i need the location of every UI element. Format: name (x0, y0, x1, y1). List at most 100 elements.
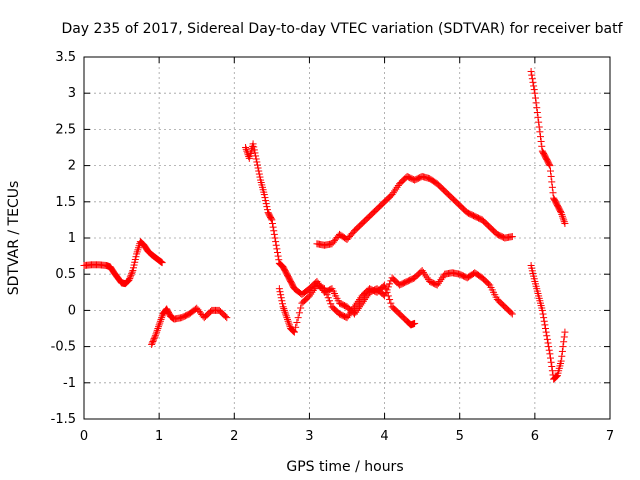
data-point (151, 333, 159, 341)
data-point (290, 328, 298, 336)
data-point (263, 203, 271, 211)
data-point (438, 274, 446, 282)
data-point (549, 189, 557, 197)
data-point (268, 220, 276, 228)
series-arc-6 (527, 67, 569, 228)
data-point (421, 270, 429, 278)
data-point (268, 216, 276, 224)
data-point (353, 299, 361, 307)
data-point (436, 277, 444, 285)
data-point (343, 314, 351, 322)
data-point (310, 285, 318, 293)
data-point (254, 164, 262, 172)
data-point (533, 109, 541, 117)
data-point (547, 172, 555, 180)
data-point (307, 290, 315, 298)
series-arc-1 (80, 238, 166, 288)
data-point (388, 191, 396, 199)
data-point (348, 306, 356, 314)
data-point (382, 285, 390, 293)
data-point (289, 327, 297, 335)
y-tick-label: 0 (68, 303, 76, 318)
data-point (393, 183, 401, 191)
data-point (507, 309, 515, 317)
data-point (250, 143, 258, 151)
data-point (277, 294, 285, 302)
data-point (155, 321, 163, 329)
data-point (552, 373, 560, 381)
data-point (252, 152, 260, 160)
data-point (270, 227, 278, 235)
data-point (263, 206, 271, 214)
data-point (325, 297, 333, 305)
data-point (292, 323, 300, 331)
data-point (354, 297, 362, 305)
data-point (157, 315, 165, 323)
data-point (156, 319, 164, 327)
data-point (319, 284, 327, 292)
data-point (125, 276, 133, 284)
data-point (392, 185, 400, 193)
x-tick-label: 6 (531, 429, 539, 444)
x-tick-label: 3 (305, 429, 313, 444)
data-point (282, 310, 290, 318)
data-point (545, 160, 553, 168)
data-point (558, 212, 566, 220)
data-point (153, 328, 161, 336)
data-point (253, 161, 261, 169)
data-point (560, 338, 568, 346)
data-point (561, 328, 569, 336)
data-point (151, 332, 159, 340)
data-point (320, 285, 328, 293)
data-point (253, 158, 261, 166)
data-point (530, 82, 538, 90)
data-point (557, 357, 565, 365)
chart-title: Day 235 of 2017, Sidereal Day-to-day VTE… (61, 21, 623, 37)
data-point (322, 288, 330, 296)
data-point (267, 215, 275, 223)
y-axis-label: SDTVAR / TECUs (6, 181, 22, 296)
data-point (422, 272, 430, 280)
data-point (433, 281, 441, 289)
data-point (255, 170, 263, 178)
data-point (262, 197, 270, 205)
data-point (351, 303, 359, 311)
data-point (547, 167, 555, 175)
data-point (386, 296, 394, 304)
data-point (154, 325, 162, 332)
data-point (279, 303, 287, 311)
data-point (128, 268, 136, 276)
y-tick-label: -1.5 (51, 412, 76, 427)
data-point (272, 238, 280, 246)
data-point (222, 312, 230, 320)
y-tick-label: 3 (68, 86, 76, 101)
data-point (547, 358, 555, 366)
x-axis-label: GPS time / hours (286, 459, 403, 475)
data-point (261, 194, 269, 202)
data-point (276, 288, 284, 296)
data-point (557, 207, 565, 215)
data-point (279, 300, 287, 308)
data-point (153, 326, 161, 334)
data-point (305, 292, 313, 300)
data-point (535, 118, 543, 126)
series-arc-7 (527, 262, 569, 383)
data-point (532, 99, 540, 107)
data-point (543, 335, 551, 343)
data-point (285, 321, 293, 329)
data-point (543, 332, 551, 340)
data-point (285, 319, 293, 327)
x-tick-label: 2 (230, 429, 238, 444)
data-point (411, 319, 419, 327)
y-tick-label: -0.5 (51, 340, 76, 355)
data-point (273, 245, 281, 253)
data-point (538, 142, 546, 150)
data-point (242, 144, 250, 151)
data-point (275, 285, 283, 293)
data-point (538, 306, 546, 314)
data-point (150, 335, 158, 343)
data-point (383, 288, 391, 296)
data-point (252, 155, 260, 163)
data-point (384, 292, 392, 300)
data-point (293, 318, 301, 326)
